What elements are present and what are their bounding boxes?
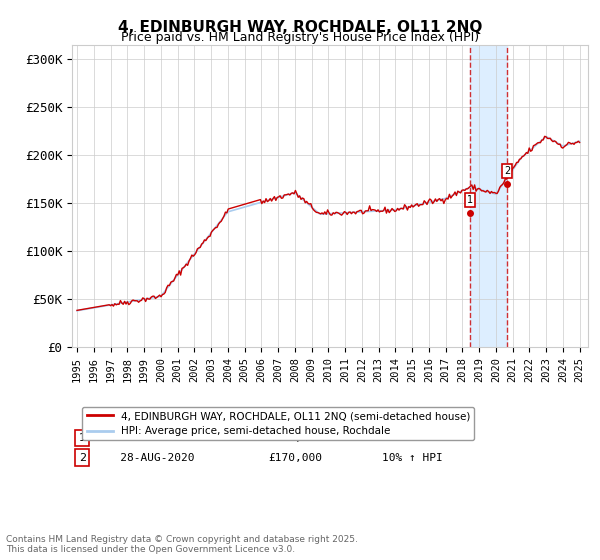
Text: 1% ↑ HPI: 1% ↑ HPI bbox=[382, 433, 436, 443]
Text: 2: 2 bbox=[504, 166, 510, 176]
Text: 10% ↑ HPI: 10% ↑ HPI bbox=[382, 452, 442, 463]
Bar bbox=[470, 45, 507, 347]
Text: £140,000: £140,000 bbox=[268, 433, 322, 443]
Text: £170,000: £170,000 bbox=[268, 452, 322, 463]
Text: 1: 1 bbox=[467, 195, 473, 205]
Legend: 4, EDINBURGH WAY, ROCHDALE, OL11 2NQ (semi-detached house), HPI: Average price, : 4, EDINBURGH WAY, ROCHDALE, OL11 2NQ (se… bbox=[82, 407, 475, 440]
Text: 1: 1 bbox=[79, 433, 86, 443]
Text: 28-AUG-2020: 28-AUG-2020 bbox=[100, 452, 195, 463]
Text: 4, EDINBURGH WAY, ROCHDALE, OL11 2NQ: 4, EDINBURGH WAY, ROCHDALE, OL11 2NQ bbox=[118, 20, 482, 35]
Text: Price paid vs. HM Land Registry's House Price Index (HPI): Price paid vs. HM Land Registry's House … bbox=[121, 31, 479, 44]
Text: 2: 2 bbox=[79, 452, 86, 463]
Text: Contains HM Land Registry data © Crown copyright and database right 2025.
This d: Contains HM Land Registry data © Crown c… bbox=[6, 535, 358, 554]
Text: 11-JUN-2018: 11-JUN-2018 bbox=[100, 433, 195, 443]
